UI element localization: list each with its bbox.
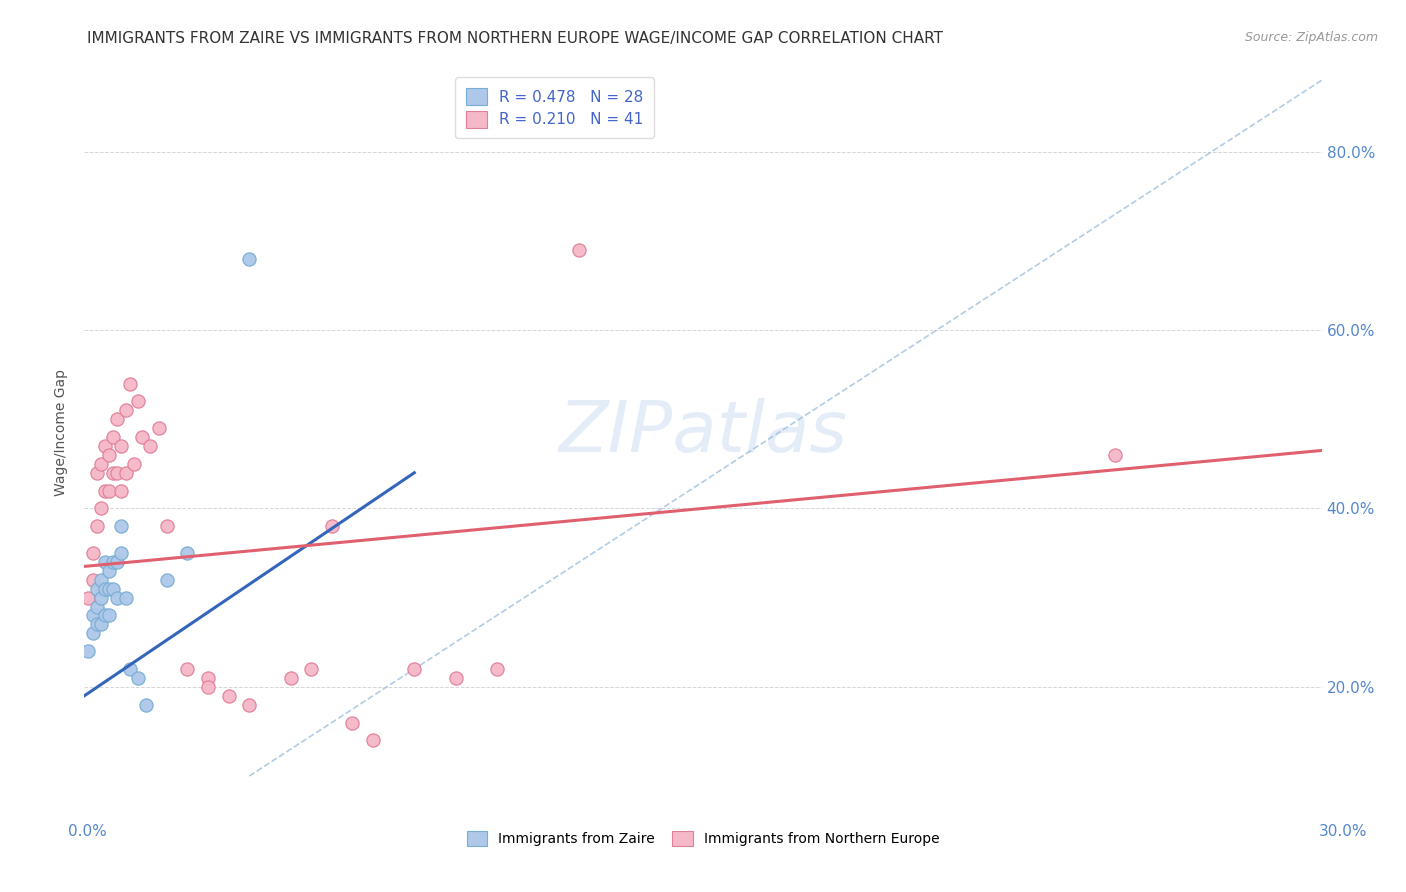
Point bbox=[135, 698, 157, 712]
Point bbox=[103, 466, 125, 480]
Point bbox=[105, 555, 128, 569]
Point bbox=[238, 698, 260, 712]
Point bbox=[77, 591, 100, 605]
Point bbox=[218, 689, 240, 703]
Point bbox=[86, 519, 108, 533]
Point bbox=[148, 421, 170, 435]
Point bbox=[299, 662, 322, 676]
Point bbox=[94, 483, 117, 498]
Point bbox=[86, 582, 108, 596]
Point bbox=[82, 608, 104, 623]
Y-axis label: Wage/Income Gap: Wage/Income Gap bbox=[55, 369, 69, 496]
Point bbox=[98, 608, 121, 623]
Point bbox=[90, 617, 112, 632]
Point bbox=[94, 608, 117, 623]
Point bbox=[176, 662, 198, 676]
Point bbox=[105, 466, 128, 480]
Point bbox=[139, 439, 162, 453]
Point bbox=[82, 573, 104, 587]
Point bbox=[127, 394, 149, 409]
Point bbox=[90, 501, 112, 516]
Point bbox=[105, 591, 128, 605]
Point bbox=[110, 439, 132, 453]
Point bbox=[127, 671, 149, 685]
Point bbox=[176, 546, 198, 560]
Point bbox=[1104, 448, 1126, 462]
Point bbox=[110, 546, 132, 560]
Point bbox=[342, 715, 364, 730]
Point bbox=[114, 591, 136, 605]
Point bbox=[280, 671, 302, 685]
Point bbox=[103, 430, 125, 444]
Point bbox=[82, 626, 104, 640]
Text: 30.0%: 30.0% bbox=[1319, 824, 1367, 838]
Point bbox=[197, 671, 219, 685]
Point bbox=[90, 573, 112, 587]
Point bbox=[156, 573, 179, 587]
Point bbox=[77, 644, 100, 658]
Point bbox=[238, 252, 260, 266]
Point bbox=[94, 555, 117, 569]
Point bbox=[568, 243, 591, 257]
Point bbox=[98, 582, 121, 596]
Point bbox=[114, 403, 136, 417]
Legend: Immigrants from Zaire, Immigrants from Northern Europe: Immigrants from Zaire, Immigrants from N… bbox=[461, 825, 945, 851]
Point bbox=[114, 466, 136, 480]
Point bbox=[90, 457, 112, 471]
Point bbox=[118, 376, 141, 391]
Point bbox=[110, 519, 132, 533]
Point bbox=[86, 466, 108, 480]
Point bbox=[90, 591, 112, 605]
Point bbox=[197, 680, 219, 694]
Point bbox=[131, 430, 153, 444]
Point bbox=[82, 546, 104, 560]
Point bbox=[94, 439, 117, 453]
Point bbox=[86, 599, 108, 614]
Point bbox=[103, 582, 125, 596]
Point bbox=[94, 582, 117, 596]
Point bbox=[156, 519, 179, 533]
Point bbox=[98, 564, 121, 578]
Text: 0.0%: 0.0% bbox=[67, 824, 107, 838]
Point bbox=[98, 483, 121, 498]
Point bbox=[98, 448, 121, 462]
Point bbox=[485, 662, 508, 676]
Point bbox=[110, 483, 132, 498]
Text: IMMIGRANTS FROM ZAIRE VS IMMIGRANTS FROM NORTHERN EUROPE WAGE/INCOME GAP CORRELA: IMMIGRANTS FROM ZAIRE VS IMMIGRANTS FROM… bbox=[87, 31, 943, 46]
Point bbox=[105, 412, 128, 426]
Point bbox=[103, 555, 125, 569]
Text: ZIPatlas: ZIPatlas bbox=[558, 398, 848, 467]
Point bbox=[86, 617, 108, 632]
Point bbox=[404, 662, 426, 676]
Point bbox=[361, 733, 384, 747]
Point bbox=[444, 671, 467, 685]
Point bbox=[321, 519, 343, 533]
Point bbox=[122, 457, 145, 471]
Point bbox=[118, 662, 141, 676]
Text: Source: ZipAtlas.com: Source: ZipAtlas.com bbox=[1244, 31, 1378, 45]
